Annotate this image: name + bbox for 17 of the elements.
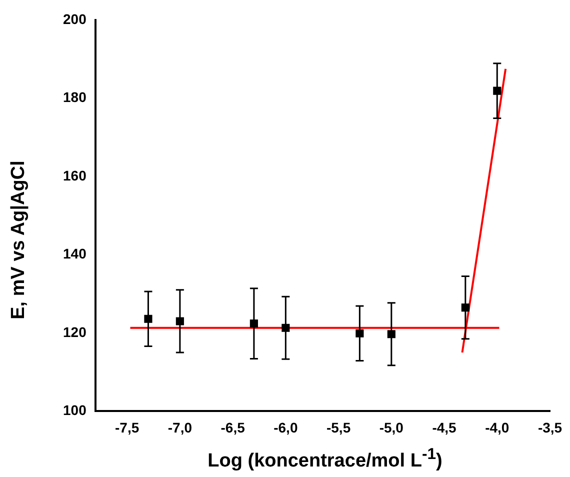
y-tick-label: 180: [63, 89, 87, 106]
y-tick-label: 160: [63, 167, 87, 184]
x-tick-label: -4,0: [485, 419, 510, 436]
y-tick-label: 140: [63, 246, 87, 262]
y-tick-label: 100: [63, 402, 87, 418]
x-axis-title: Log (koncentrace/mol L$^{-1}$): [206, 446, 444, 472]
x-tick-label: -4,5: [432, 419, 457, 436]
x-tick-label: -7,5: [115, 419, 140, 436]
x-tick-label: -7,0: [168, 419, 192, 436]
x-tick-label: -6,5: [220, 419, 246, 436]
y-tick-label: 200: [63, 10, 87, 27]
x-tick-label: -6,0: [274, 419, 298, 436]
y-tick-label: 120: [63, 324, 87, 340]
x-tick-label: -5,0: [379, 419, 404, 436]
y-axis-title: E, mV vs Ag|AgCl: [8, 160, 30, 320]
x-tick-label: -5,5: [326, 419, 351, 436]
x-tick-label: -3,5: [538, 419, 562, 436]
